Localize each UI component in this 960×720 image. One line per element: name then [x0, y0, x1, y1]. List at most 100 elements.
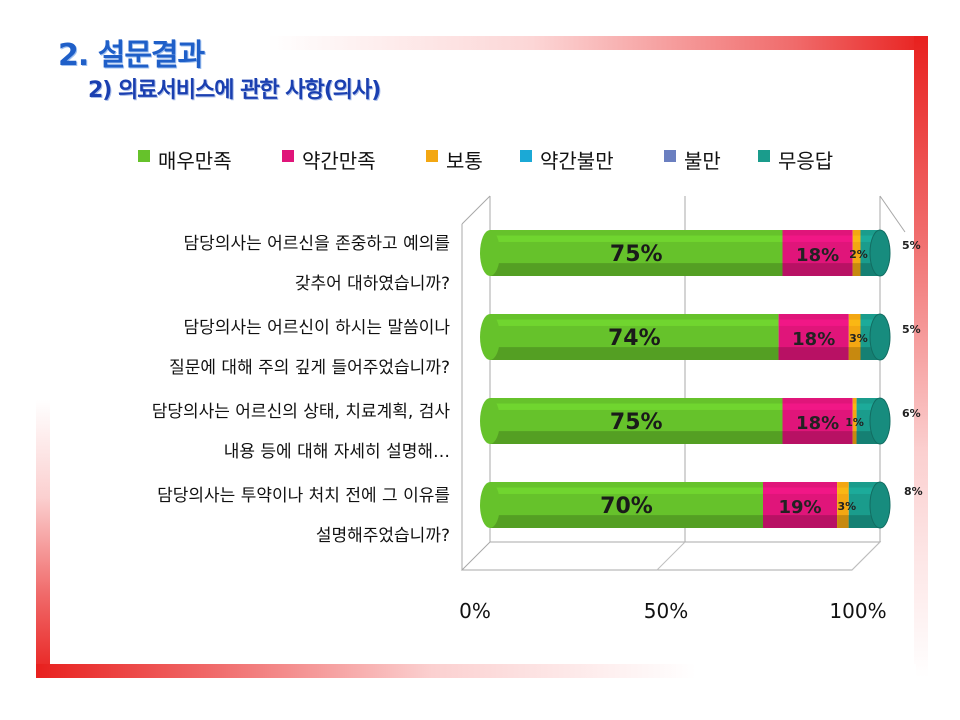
slide-title: 2. 설문결과	[58, 38, 205, 73]
legend-label-3: 약간불만	[540, 149, 614, 173]
bar-segment-1-2	[848, 314, 861, 360]
bar-shade-1-0	[490, 347, 779, 360]
legend-swatch-1	[282, 150, 294, 162]
bar-highlight-2-2	[852, 403, 857, 410]
bar-highlight-0-0	[490, 235, 783, 242]
data-label-0-1: 18%	[796, 245, 839, 266]
floor-gridline-1	[851, 541, 881, 571]
bar-cap-end-3	[869, 481, 891, 529]
bar-body-0-2	[852, 230, 861, 276]
bar-highlight-0-1	[782, 235, 853, 242]
floor-gridline-0	[656, 541, 686, 571]
legend-swatch-2	[426, 150, 438, 162]
slide-frame-top	[48, 36, 928, 50]
legend-label-4: 불만	[684, 149, 721, 173]
legend-label-5: 무응답	[778, 149, 833, 173]
legend-swatch-3	[520, 150, 532, 162]
bar-body-2-2	[852, 398, 857, 444]
data-label-2-2: 1%	[845, 416, 864, 429]
x-axis-ticks: 0% 50% 100%	[459, 599, 886, 623]
bar-cap-start-3	[480, 482, 500, 528]
bar-segment-0-0	[480, 230, 783, 276]
category-label-3-line-1: 설명해주었습니까?	[316, 526, 450, 546]
category-label-0-line-0: 담당의사는 어르신을 존중하고 예의를	[184, 234, 450, 254]
bar-highlight-2-1	[782, 403, 853, 410]
chart-bars: 75% 18% 2% 5% 74% 18% 3% 5% 75% 18% 1% 6% 70% 19% 3% 8%	[480, 229, 923, 529]
data-label-3-5: 8%	[904, 485, 923, 498]
bar-shade-3-1	[763, 515, 838, 528]
bar-segment-3-0	[480, 482, 763, 528]
bar-body-3-2	[837, 482, 849, 528]
data-label-0-0: 75%	[610, 242, 663, 267]
bar-shade-2-0	[490, 431, 783, 444]
bar-shade-2-1	[782, 431, 853, 444]
category-label-3-line-0: 담당의사는 투약이나 처치 전에 그 이유를	[157, 486, 450, 506]
legend-label-0: 매우만족	[158, 149, 232, 173]
data-label-1-1: 18%	[792, 329, 835, 350]
bar-segment-2-0	[480, 398, 783, 444]
legend-label-1: 약간만족	[302, 149, 376, 173]
slide-frame-left	[36, 400, 50, 678]
bar-cap-end-2	[869, 397, 891, 445]
bar-body-1-2	[848, 314, 861, 360]
legend-swatch-5	[758, 150, 770, 162]
bar-highlight-3-1	[763, 487, 838, 494]
bar-segment-0-5	[860, 229, 891, 277]
chart-wall-edge	[461, 195, 491, 225]
slide-frame-right	[914, 36, 928, 678]
bar-shade-3-0	[490, 515, 763, 528]
data-label-2-1: 18%	[796, 413, 839, 434]
category-label-1-line-1: 질문에 대해 주의 깊게 들어주었습니까?	[169, 358, 450, 378]
bar-segment-0-2	[852, 230, 861, 276]
category-label-1-line-0: 담당의사는 어르신이 하시는 말씀이나	[184, 318, 451, 338]
bar-highlight-0-2	[852, 235, 861, 242]
bar-segment-3-2	[837, 482, 849, 528]
bar-segment-1-5	[860, 313, 891, 361]
chart-legend: 매우만족 약간만족 보통 약간불만 불만 무응답	[138, 149, 833, 173]
bar-segment-1-1	[778, 314, 849, 360]
data-label-0-5: 5%	[902, 239, 921, 252]
bar-highlight-1-1	[778, 319, 849, 326]
bar-cap-start-0	[480, 230, 500, 276]
bar-shade-0-2	[852, 263, 861, 276]
bar-highlight-3-0	[490, 487, 763, 494]
category-label-0-line-1: 갖추어 대하였습니까?	[295, 274, 450, 294]
legend-swatch-4	[664, 150, 676, 162]
x-tick-label-0: 0%	[459, 599, 491, 623]
bar-cap-end-1	[869, 313, 891, 361]
bar-segment-2-1	[782, 398, 853, 444]
slide-frame-bottom	[36, 664, 916, 678]
bar-segment-3-5	[848, 481, 891, 529]
bar-highlight-3-2	[837, 487, 849, 494]
bar-shade-2-2	[852, 431, 857, 444]
category-label-2-line-1: 내용 등에 대해 자세히 설명해…	[224, 442, 450, 462]
bar-highlight-0-5	[860, 235, 880, 242]
bar-highlight-1-5	[860, 319, 880, 326]
bar-shade-0-1	[782, 263, 853, 276]
chart-wall-right-edge	[879, 195, 906, 233]
data-label-1-5: 5%	[902, 323, 921, 336]
data-label-3-0: 70%	[600, 494, 653, 519]
x-tick-label-1: 50%	[644, 599, 688, 623]
bar-cap-start-1	[480, 314, 500, 360]
bar-segment-1-0	[480, 314, 779, 360]
bar-highlight-3-5	[848, 487, 880, 494]
bar-shade-0-0	[490, 263, 783, 276]
bar-highlight-2-0	[490, 403, 783, 410]
bar-cap-start-2	[480, 398, 500, 444]
bar-shade-1-2	[848, 347, 861, 360]
bar-shade-1-1	[778, 347, 849, 360]
bar-segment-3-1	[763, 482, 838, 528]
x-tick-label-2: 100%	[829, 599, 886, 623]
category-label-2-line-0: 담당의사는 어르신의 상태, 치료계획, 검사	[152, 402, 451, 422]
data-label-3-1: 19%	[779, 497, 822, 518]
legend-label-2: 보통	[446, 149, 483, 173]
bar-cap-end-0	[869, 229, 891, 277]
data-label-1-2: 3%	[849, 332, 868, 345]
data-label-0-2: 2%	[849, 248, 868, 261]
bar-highlight-1-2	[848, 319, 861, 326]
bar-segment-2-2	[852, 398, 857, 444]
data-label-2-0: 75%	[610, 410, 663, 435]
